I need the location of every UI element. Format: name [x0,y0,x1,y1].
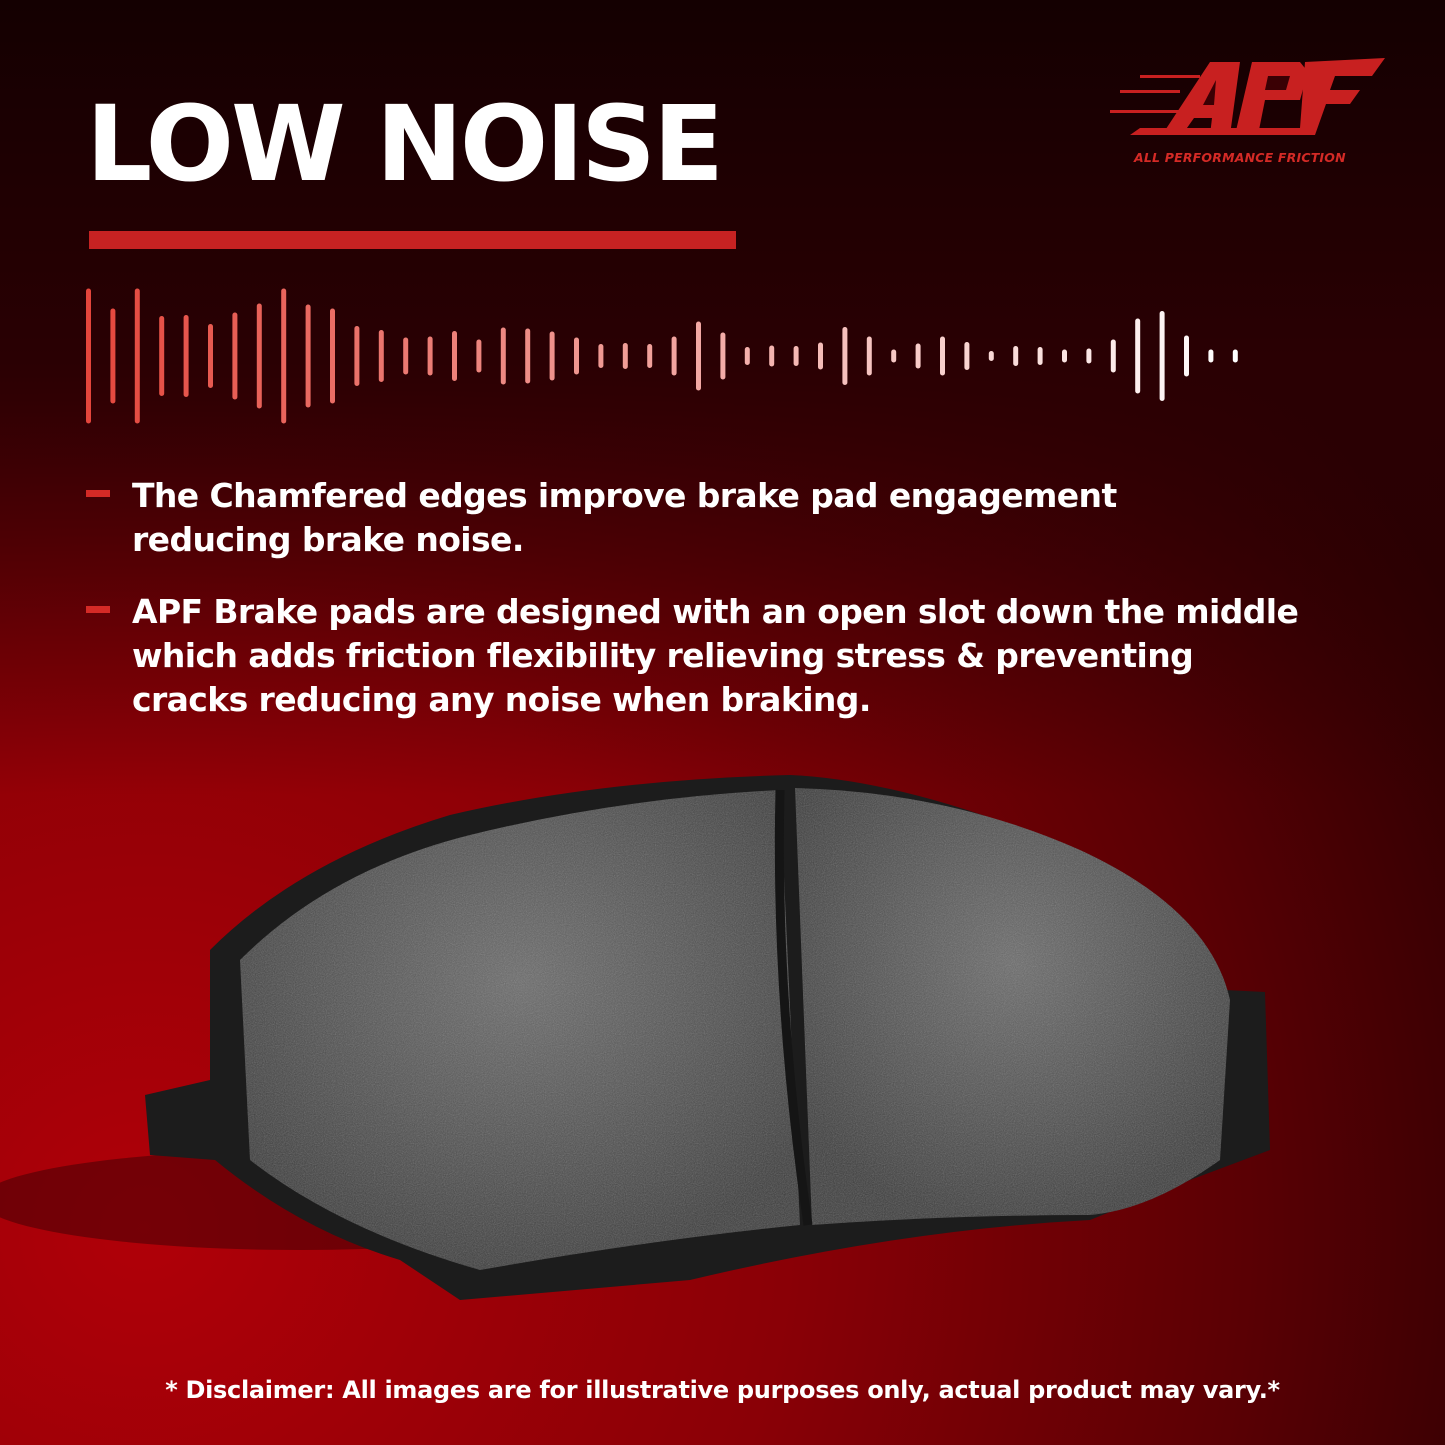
disclaimer-text: * Disclaimer: All images are for illustr… [165,1376,1280,1404]
wave-bar [1037,347,1043,365]
wave-bar [305,304,311,408]
wave-bar [744,347,750,365]
wave-bar [793,346,799,366]
bullet-text: APF Brake pads are designed with an open… [132,592,1299,719]
wave-bar [183,315,189,397]
wave-bar [500,327,506,385]
wave-bar [378,330,384,382]
wave-bar [964,342,970,370]
sound-wave-graphic [86,288,1238,424]
wave-bar [134,288,140,424]
wave-bar [915,343,921,369]
wave-bar [525,328,531,384]
wave-bar [866,336,872,376]
wave-bar [574,337,579,375]
bullet-dash-icon [86,490,110,497]
wave-bar [1159,311,1165,401]
wave-bar [891,349,897,363]
wave-bar [940,336,945,376]
wave-bar [232,312,238,400]
wave-bar [159,316,165,396]
brake-pad-image [0,775,1270,1300]
bullet-item: The Chamfered edges improve brake pad en… [86,474,1386,562]
bullet-dash-icon [86,606,110,613]
wave-bar [476,339,482,373]
wave-bar [281,288,287,424]
wave-bar [1062,349,1067,363]
wave-bar [647,344,653,368]
wave-bar [622,343,628,369]
wave-bar [1013,346,1019,366]
wave-bar [818,342,823,370]
apf-logo [1110,58,1385,135]
wave-bar [110,308,116,404]
wave-bar [1232,349,1238,363]
wave-bar [452,331,457,381]
headline-underline [89,231,736,249]
headline: LOW NOISE [86,83,724,205]
wave-bar [1208,349,1214,363]
bullet-item: APF Brake pads are designed with an open… [86,590,1386,722]
wave-bar [769,345,775,367]
wave-bar [1086,348,1092,364]
wave-bar [720,332,726,380]
wave-bar [354,326,360,386]
wave-bar [427,336,433,376]
wave-bar [671,336,677,376]
bullet-text: The Chamfered edges improve brake pad en… [132,476,1117,559]
wave-bar [208,324,213,388]
wave-bar [86,288,91,424]
wave-bar [403,337,409,375]
wave-bar [598,344,604,368]
wave-bar [256,303,262,409]
wave-bar [842,327,848,385]
wave-bar [330,308,335,404]
wave-bar [1110,339,1116,373]
brand-tagline: ALL PERFORMANCE FRICTION [1134,150,1346,165]
wave-bar [549,331,555,381]
wave-bar [1135,318,1141,394]
wave-bar [696,321,701,391]
wave-bar [988,351,994,361]
wave-bar [1184,335,1189,377]
